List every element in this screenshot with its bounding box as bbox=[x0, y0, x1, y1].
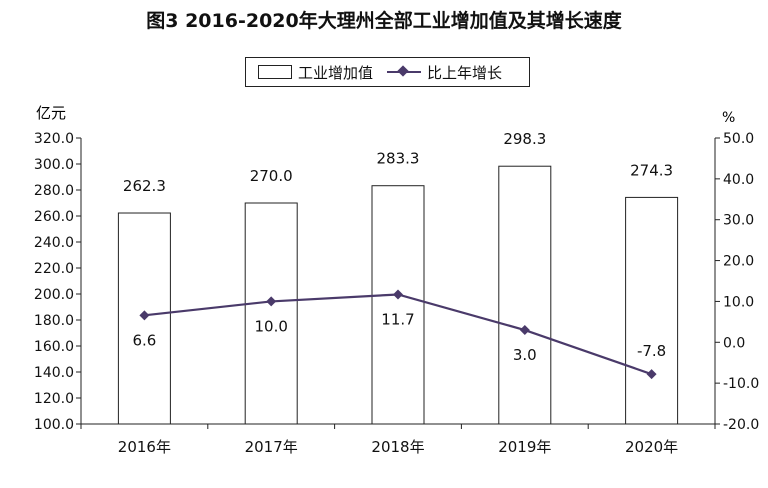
y-right-tick-label-4: 20.0 bbox=[723, 254, 754, 270]
legend-line-label: 比上年增长 bbox=[427, 63, 503, 82]
bar-value-label-3: 298.3 bbox=[503, 130, 546, 148]
y-right-tick-label-5: 30.0 bbox=[723, 213, 754, 229]
y-left-tick-label-4: 180.0 bbox=[34, 313, 74, 329]
bar-1 bbox=[244, 202, 298, 425]
bar-2 bbox=[371, 185, 425, 425]
x-tick-label-2: 2018年 bbox=[371, 438, 424, 456]
legend-line-swatch bbox=[387, 65, 422, 79]
bar-value-label-0: 262.3 bbox=[123, 177, 166, 195]
growth-point-2 bbox=[393, 289, 403, 300]
legend-bar-label: 工业增加值 bbox=[298, 63, 374, 82]
y-left-tick-label-5: 200.0 bbox=[34, 287, 74, 303]
y-right-tick-label-7: 50.0 bbox=[723, 131, 754, 147]
bar-value-label-2: 283.3 bbox=[377, 150, 420, 168]
bar-value-label-1: 270.0 bbox=[250, 167, 293, 185]
y-left-tick-label-6: 220.0 bbox=[34, 261, 74, 277]
x-tick-label-1: 2017年 bbox=[245, 438, 298, 456]
y-right-tick-label-3: 10.0 bbox=[723, 294, 754, 310]
growth-point-4 bbox=[646, 369, 657, 380]
y-left-tick-label-7: 240.0 bbox=[34, 235, 74, 251]
bar-4 bbox=[625, 196, 679, 425]
y-left-tick-label-11: 320.0 bbox=[34, 131, 74, 147]
y-left-tick-label-10: 300.0 bbox=[34, 157, 74, 173]
bar-3 bbox=[498, 165, 552, 425]
growth-value-label-1: 10.0 bbox=[254, 317, 287, 335]
x-tick-label-0: 2016年 bbox=[118, 438, 171, 456]
y-left-tick-label-9: 280.0 bbox=[34, 183, 74, 199]
growth-value-label-4: -7.8 bbox=[637, 342, 666, 360]
growth-value-label-0: 6.6 bbox=[132, 331, 156, 349]
y-axis-left-label: 亿元 bbox=[36, 104, 66, 122]
y-right-tick-label-0: -20.0 bbox=[723, 417, 759, 433]
growth-value-label-3: 3.0 bbox=[513, 346, 537, 364]
y-left-tick-label-1: 120.0 bbox=[34, 391, 74, 407]
chart-title: 图3 2016-2020年大理州全部工业增加值及其增长速度 bbox=[146, 10, 622, 32]
y-right-tick-label-2: 0.0 bbox=[723, 335, 745, 351]
growth-value-label-2: 11.7 bbox=[381, 310, 414, 328]
legend-bar-swatch bbox=[258, 65, 292, 79]
y-left-tick-label-8: 260.0 bbox=[34, 209, 74, 225]
growth-point-1 bbox=[266, 296, 277, 307]
bar-value-label-4: 274.3 bbox=[630, 161, 673, 179]
y-right-tick-label-6: 40.0 bbox=[723, 172, 754, 188]
y-axis-right-label: % bbox=[722, 110, 735, 126]
x-tick-label-4: 2020年 bbox=[625, 438, 678, 456]
growth-point-0 bbox=[139, 310, 150, 321]
growth-point-3 bbox=[519, 325, 530, 336]
y-left-tick-label-2: 140.0 bbox=[34, 365, 74, 381]
y-left-tick-label-0: 100.0 bbox=[34, 417, 74, 433]
legend: 工业增加值 比上年增长 bbox=[245, 57, 530, 87]
y-left-tick-label-3: 160.0 bbox=[34, 339, 74, 355]
y-right-tick-label-1: -10.0 bbox=[723, 376, 759, 392]
x-tick-label-3: 2019年 bbox=[498, 438, 551, 456]
